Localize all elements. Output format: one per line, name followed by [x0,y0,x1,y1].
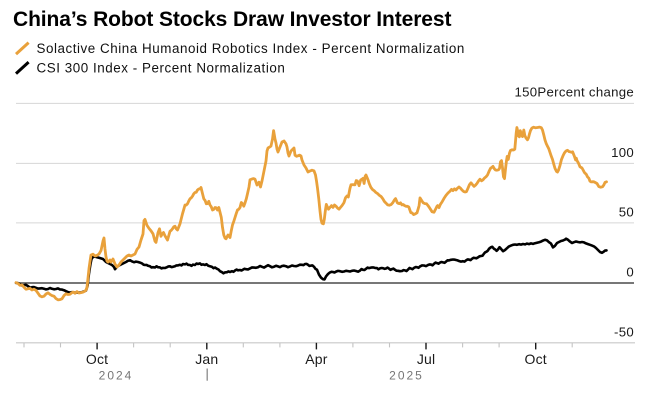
svg-text:150Percent change: 150Percent change [515,85,634,100]
svg-text:Jan: Jan [195,351,218,367]
svg-text:Oct: Oct [86,351,108,367]
svg-text:Apr: Apr [305,351,328,367]
svg-text:100: 100 [611,145,634,160]
svg-text:50: 50 [619,205,634,220]
svg-text:Oct: Oct [525,351,547,367]
svg-text:CSI 300 Index - Percent Normal: CSI 300 Index - Percent Normalization [37,60,286,75]
svg-text:0: 0 [626,265,634,280]
svg-text:Jul: Jul [417,351,436,367]
svg-text:Solactive China Humanoid Robot: Solactive China Humanoid Robotics Index … [37,41,465,56]
svg-text:2024: 2024 [99,369,134,383]
svg-text:-50: -50 [614,325,634,340]
svg-text:2025: 2025 [389,369,424,383]
svg-text:China’s Robot Stocks Draw Inve: China’s Robot Stocks Draw Investor Inter… [13,8,451,31]
